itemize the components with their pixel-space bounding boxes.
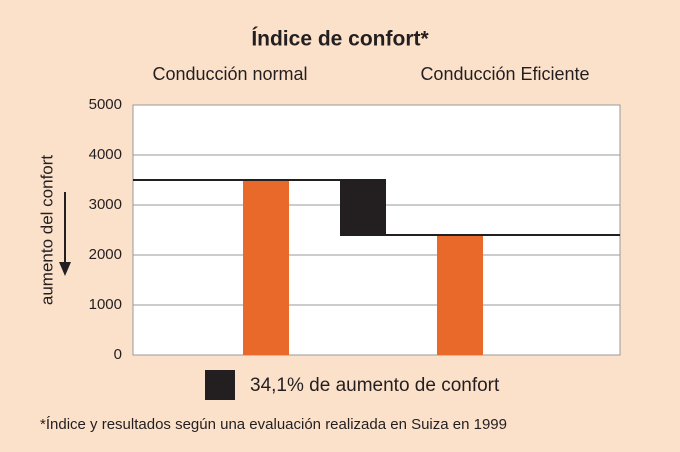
- legend-label: 34,1% de aumento de confort: [250, 375, 500, 396]
- bar: [437, 235, 483, 355]
- chart-title: Índice de confort*: [251, 28, 429, 51]
- y-axis-label: aumento del confort: [37, 155, 56, 306]
- footnote: *Índice y resultados según una evaluació…: [40, 416, 507, 433]
- bar: [243, 180, 289, 355]
- category-label: Conducción Eficiente: [420, 64, 589, 84]
- y-tick-label: 4000: [89, 146, 122, 163]
- legend-swatch: [205, 370, 235, 400]
- y-tick-label: 1000: [89, 296, 122, 313]
- difference-bar: [340, 180, 386, 235]
- y-tick-label: 0: [114, 346, 122, 363]
- y-tick-label: 3000: [89, 196, 122, 213]
- y-tick-label: 2000: [89, 246, 122, 263]
- y-axis-arrow: [59, 192, 71, 276]
- arrow-head: [59, 262, 71, 276]
- y-tick-label: 5000: [89, 96, 122, 113]
- category-label: Conducción normal: [152, 64, 307, 84]
